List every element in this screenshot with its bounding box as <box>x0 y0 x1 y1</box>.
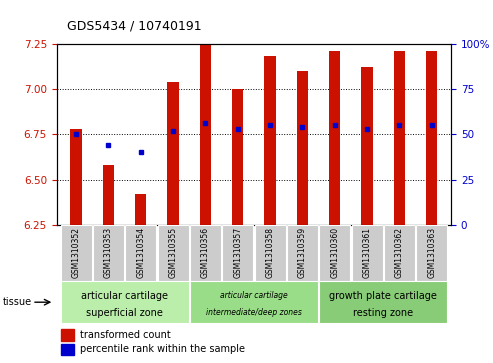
Bar <box>416 225 447 281</box>
Bar <box>352 225 383 281</box>
Text: superficial zone: superficial zone <box>86 307 163 318</box>
Bar <box>264 56 276 225</box>
Bar <box>125 225 156 281</box>
Text: growth plate cartilage: growth plate cartilage <box>329 291 437 301</box>
Text: articular cartilage: articular cartilage <box>220 291 288 301</box>
Text: GSM1310353: GSM1310353 <box>104 227 113 278</box>
Bar <box>394 51 405 225</box>
Bar <box>135 194 146 225</box>
Bar <box>319 225 350 281</box>
Bar <box>158 225 189 281</box>
Text: GSM1310362: GSM1310362 <box>395 227 404 278</box>
Text: GSM1310355: GSM1310355 <box>169 227 177 278</box>
Text: percentile rank within the sample: percentile rank within the sample <box>80 344 246 354</box>
Bar <box>319 281 447 323</box>
Bar <box>384 225 415 281</box>
Bar <box>190 281 318 323</box>
Text: GSM1310359: GSM1310359 <box>298 227 307 278</box>
Text: GSM1310354: GSM1310354 <box>136 227 145 278</box>
Bar <box>222 225 253 281</box>
Bar <box>61 225 92 281</box>
Bar <box>200 44 211 225</box>
Bar <box>361 67 373 225</box>
Text: GSM1310361: GSM1310361 <box>362 227 372 278</box>
Text: transformed count: transformed count <box>80 330 171 340</box>
Text: tissue: tissue <box>2 297 32 307</box>
Bar <box>103 165 114 225</box>
Bar <box>190 225 221 281</box>
Bar <box>254 225 285 281</box>
Text: resting zone: resting zone <box>353 307 413 318</box>
Bar <box>61 343 74 355</box>
Text: GSM1310363: GSM1310363 <box>427 227 436 278</box>
Text: GSM1310356: GSM1310356 <box>201 227 210 278</box>
Text: articular cartilage: articular cartilage <box>81 291 168 301</box>
Bar <box>297 71 308 225</box>
Text: GSM1310357: GSM1310357 <box>233 227 242 278</box>
Text: GSM1310352: GSM1310352 <box>71 227 80 278</box>
Bar <box>232 89 244 225</box>
Bar <box>287 225 318 281</box>
Text: GDS5434 / 10740191: GDS5434 / 10740191 <box>67 20 201 33</box>
Text: intermediate/deep zones: intermediate/deep zones <box>206 308 302 317</box>
Bar <box>329 51 340 225</box>
Text: GSM1310360: GSM1310360 <box>330 227 339 278</box>
Bar <box>168 82 179 225</box>
Bar <box>61 329 74 340</box>
Bar <box>93 225 124 281</box>
Bar <box>426 51 437 225</box>
Bar <box>61 281 189 323</box>
Text: GSM1310358: GSM1310358 <box>266 227 275 278</box>
Bar <box>70 129 82 225</box>
